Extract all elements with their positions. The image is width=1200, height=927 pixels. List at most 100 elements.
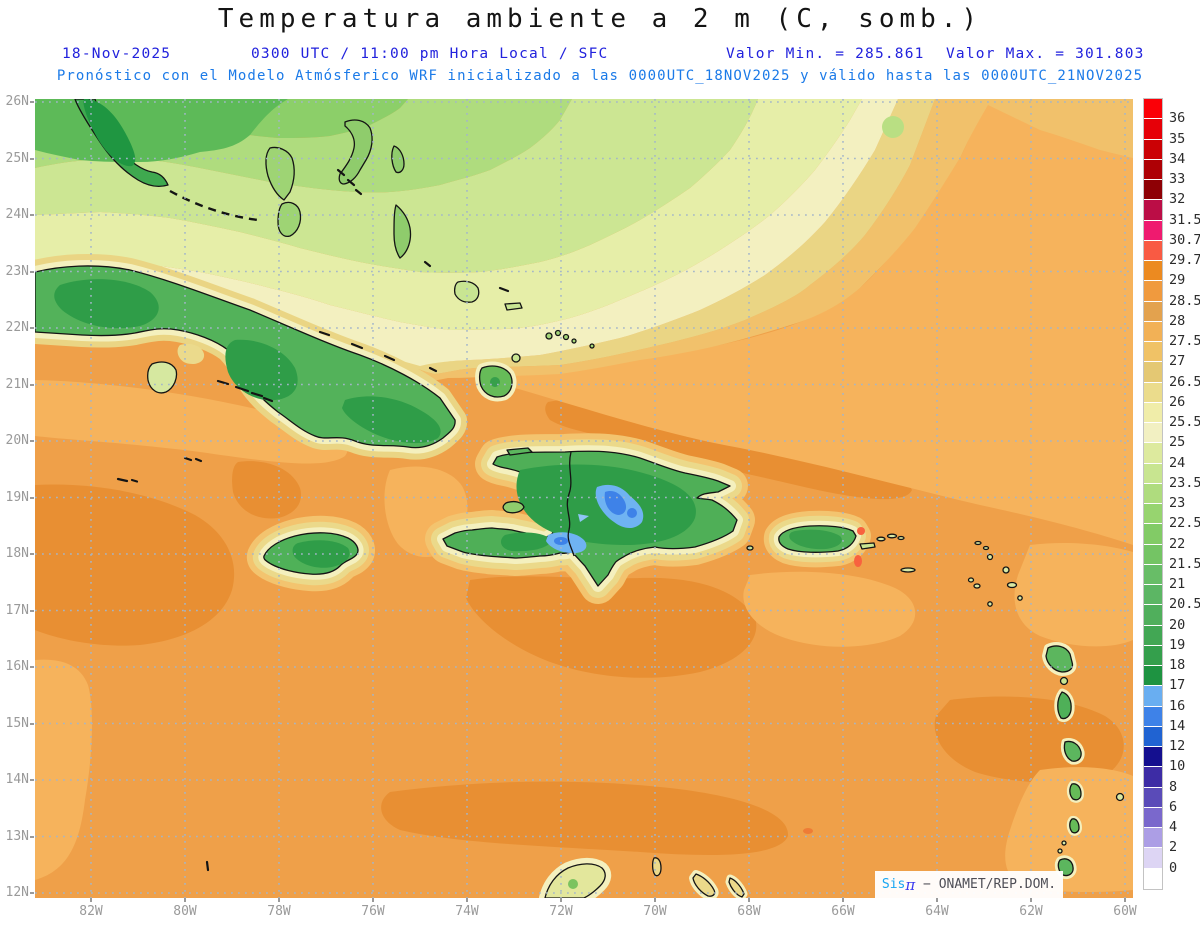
- x-tick-label: 64W: [925, 904, 949, 919]
- colorbar-label: 29: [1169, 272, 1186, 289]
- colorbar-label: 18: [1169, 657, 1186, 674]
- page-title: Temperatura ambiente a 2 m (C, somb.): [217, 4, 983, 34]
- y-tick-mark: [30, 835, 34, 838]
- colorbar-label: 17: [1169, 677, 1186, 694]
- colorbar-segment: [1144, 544, 1162, 565]
- y-tick-label: 13N: [5, 828, 29, 844]
- y-tick-label: 15N: [5, 715, 29, 731]
- y-tick-label: 12N: [5, 885, 29, 900]
- colorbar-label: 19: [1169, 636, 1186, 653]
- watermark-badge: Sis π − ONAMET/REP.DOM.: [875, 871, 1063, 898]
- colorbar-segment: [1144, 605, 1162, 626]
- watermark-onamet: − ONAMET/REP.DOM.: [915, 877, 1057, 892]
- hispaniola-mountain-cold: [546, 484, 644, 554]
- colorbar-segment: [1144, 240, 1162, 261]
- colorbar-segment: [1144, 301, 1162, 322]
- x-tick-mark: [654, 898, 656, 902]
- colorbar-label: 23: [1169, 495, 1186, 512]
- colorbar-segment: [1144, 686, 1162, 707]
- y-tick-mark: [30, 666, 34, 668]
- st-lucia-island: [1069, 783, 1082, 801]
- colorbar-segment: [1144, 504, 1162, 525]
- x-tick-mark: [278, 898, 280, 902]
- x-tick-mark: [936, 898, 938, 902]
- small-cays: [116, 168, 510, 872]
- colorbar-label: 28.5: [1169, 292, 1200, 309]
- colorbar-segment: [1144, 119, 1162, 140]
- colorbar-label: 29.7: [1169, 252, 1200, 269]
- guajira-green-spot: [568, 879, 578, 889]
- y-tick-mark: [30, 553, 34, 555]
- jamaica-interior: [292, 540, 350, 568]
- colorbar-segment: [1144, 747, 1162, 768]
- colorbar-label: 28: [1169, 312, 1186, 329]
- x-tick-mark: [466, 898, 468, 902]
- colorbar-segment: [1144, 321, 1162, 342]
- y-tick-label: 21N: [5, 376, 29, 392]
- colorbar-label: 6: [1169, 798, 1178, 815]
- watermark-sis: Sis: [881, 877, 906, 892]
- green-spot-northeast: [882, 116, 904, 138]
- marie-galante: [1059, 676, 1069, 686]
- colorbar-segment: [1144, 585, 1162, 606]
- forecast-date: 18-Nov-2025: [62, 46, 172, 62]
- gonave-island: [502, 500, 525, 514]
- colorbar-label: 10: [1169, 758, 1186, 775]
- colorbar-segment: [1144, 524, 1162, 545]
- guadeloupe-island: [1045, 645, 1074, 673]
- aruba-island: [651, 857, 662, 877]
- haiti-dr-border: [566, 451, 575, 557]
- curacao-island: [692, 873, 716, 897]
- colorbar-segment: [1144, 868, 1162, 889]
- x-tick-label: 76W: [361, 904, 385, 919]
- martinique-island: [1063, 740, 1082, 762]
- forecast-model-line: Pronóstico con el Modelo Atmósferico WRF…: [56, 68, 1144, 84]
- colorbar-label: 35: [1169, 130, 1186, 147]
- colorbar-segment: [1144, 159, 1162, 180]
- forecast-time: 0300 UTC / 11:00 pm Hora Local / SFC: [251, 46, 609, 62]
- colorbar-segment: [1144, 139, 1162, 160]
- value-max: Valor Max. = 301.803: [946, 46, 1145, 62]
- x-tick-mark: [1124, 898, 1126, 902]
- colorbar-label: 21.5: [1169, 555, 1200, 572]
- x-tick-label: 78W: [267, 904, 291, 919]
- colorbar-segment: [1144, 281, 1162, 302]
- y-tick-label: 25N: [5, 150, 29, 166]
- map-canvas: [35, 99, 1133, 898]
- y-tick-label: 22N: [5, 320, 29, 335]
- colorbar-label: 24: [1169, 454, 1186, 471]
- hot-spots: [803, 527, 865, 834]
- band-pale-green: [35, 99, 758, 273]
- y-tick-label: 19N: [5, 489, 29, 505]
- colorbar-label: 36: [1169, 110, 1186, 127]
- florida-interior: [83, 99, 136, 167]
- colorbar-label: 20: [1169, 616, 1186, 633]
- colorbar-segment: [1144, 666, 1162, 687]
- colorbar-label: 26.5: [1169, 373, 1200, 390]
- colorbar-label: 21: [1169, 576, 1186, 593]
- x-tick-label: 68W: [737, 904, 761, 919]
- colorbar-segment: [1144, 726, 1162, 747]
- x-tick-label: 60W: [1113, 904, 1137, 919]
- y-tick-label: 16N: [5, 659, 29, 674]
- st-vincent-island: [1069, 818, 1080, 834]
- colorbar-segment: [1144, 706, 1162, 727]
- colorbar-segment: [1144, 625, 1162, 646]
- florida-keys: [169, 189, 259, 222]
- value-min: Valor Min. = 285.861: [726, 46, 925, 62]
- colorbar-segment: [1144, 564, 1162, 585]
- colorbar-segment: [1144, 483, 1162, 504]
- y-tick-mark: [30, 440, 34, 442]
- colorbar-label: 23.5: [1169, 474, 1200, 491]
- cuba-swamp-spot: [177, 344, 205, 364]
- x-tick-mark: [372, 898, 374, 902]
- colorbar-label: 32: [1169, 191, 1186, 208]
- colorbar-segment: [1144, 261, 1162, 282]
- y-tick-mark: [30, 609, 34, 612]
- colorbar-segment: [1144, 342, 1162, 363]
- colorbar-segment: [1144, 767, 1162, 788]
- y-tick-mark: [30, 496, 34, 499]
- y-tick-mark: [30, 779, 34, 781]
- puerto-rico-interior: [789, 529, 842, 550]
